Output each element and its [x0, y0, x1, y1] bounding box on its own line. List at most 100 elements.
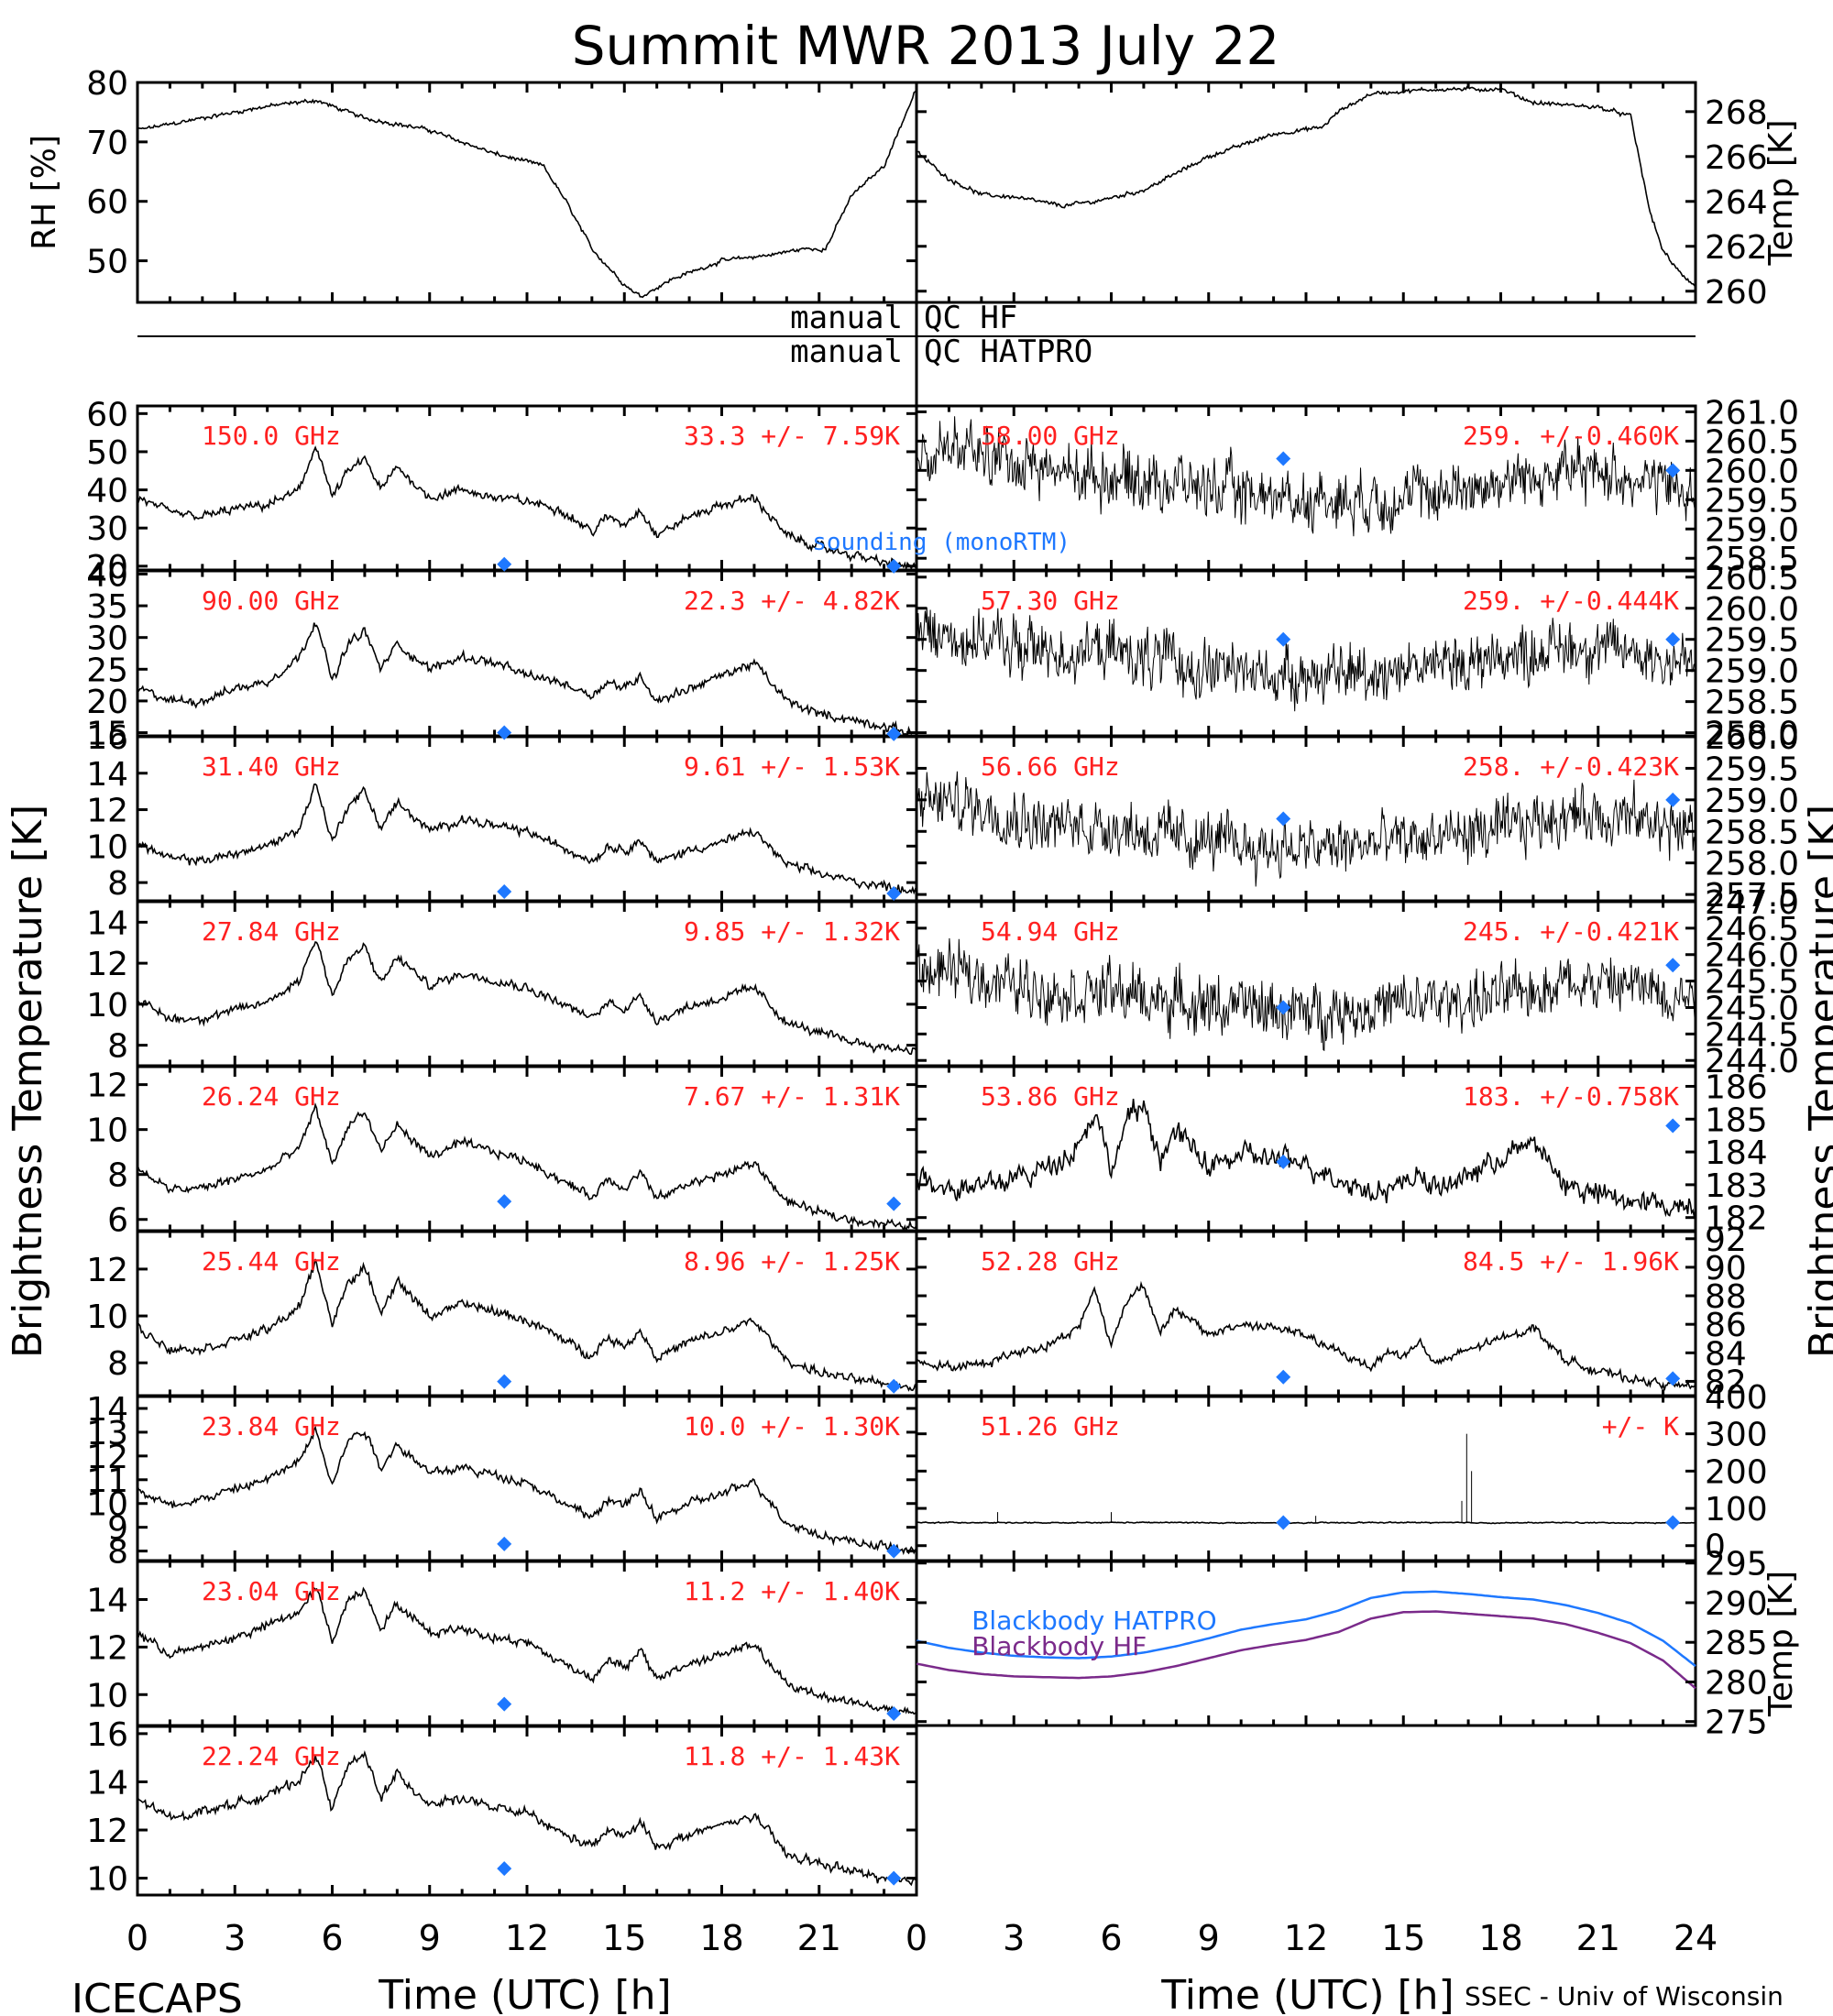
panel-9-ytick-label: 9: [107, 1510, 128, 1548]
panel-1-ylabel: RH [%]: [26, 135, 63, 250]
panel-17-stats-label: 84.5 +/- 1.96K: [1463, 1246, 1679, 1276]
panel-18-ytick-label: 100: [1705, 1491, 1768, 1528]
panel-2-frame: [915, 81, 1697, 304]
panel-12-ytick-label: 261.0: [1705, 394, 1799, 432]
panel-3-trace: [137, 445, 917, 570]
panel-7-ytick-label: 10: [86, 1112, 128, 1150]
panel-19-ytick-label: 280: [1705, 1664, 1768, 1702]
panel-18-ytick-label: 400: [1705, 1379, 1768, 1417]
qc-hf-left-label: manual: [790, 300, 903, 336]
panel-17-ytick-label: 92: [1705, 1222, 1747, 1259]
panel-3-ytick-label: 60: [86, 396, 128, 433]
panel-3-ytick-label: 50: [86, 434, 128, 472]
series-blackbody-hatpro-line: [916, 1590, 1696, 1668]
panel-12-ytick-label: 260.0: [1705, 453, 1799, 490]
panel-16-ytick-label: 184: [1705, 1134, 1768, 1172]
panel-12-frequency-label: 58.00 GHz: [981, 421, 1120, 451]
panel-17-ytick-label: 84: [1705, 1335, 1747, 1373]
panel-4-frequency-label: 90.00 GHz: [202, 586, 341, 616]
panel-7-ytick-label: 6: [107, 1202, 128, 1240]
panel-9-stats-label: 10.0 +/- 1.30K: [684, 1411, 900, 1441]
panel-13-ytick-label: 260.0: [1705, 591, 1799, 629]
sounding-marker: [1665, 1515, 1681, 1530]
panel-10-ytick-label: 12: [86, 1629, 128, 1667]
panel-15-stats-label: 245. +/-0.421K: [1463, 916, 1679, 947]
panel-14-ytick-label: 258.5: [1705, 814, 1799, 851]
panel-1-ytick-label: 80: [86, 65, 128, 103]
sounding-marker: [886, 558, 902, 574]
panel-13-stats-label: 259. +/-0.444K: [1463, 586, 1679, 616]
icecaps-footer: ICECAPS: [71, 1976, 243, 2016]
panel-17-trace: [916, 1280, 1696, 1391]
sounding-marker: [1276, 631, 1291, 647]
left-xtick-label: 6: [321, 1918, 343, 1958]
panel-8-stats-label: 8.96 +/- 1.25K: [684, 1246, 900, 1276]
sounding-marker: [886, 726, 902, 741]
panel-15-ytick-label: 245.0: [1705, 990, 1799, 1027]
sounding-marker: [1276, 1000, 1291, 1015]
sounding-marker: [1276, 451, 1291, 466]
sounding-legend-label: sounding (monoRTM): [812, 529, 1070, 556]
panel-9-trace: [137, 1425, 917, 1556]
panel-17-ytick-label: 88: [1705, 1278, 1747, 1316]
panel-4-trace: [137, 622, 917, 738]
panel-12-ytick-label: 258.5: [1705, 541, 1799, 578]
qc-hatpro-left-label: manual: [790, 334, 903, 370]
panel-9-ytick-label: 12: [86, 1439, 128, 1476]
panel-11-frequency-label: 22.24 GHz: [202, 1741, 341, 1771]
panel-7-ytick-label: 8: [107, 1157, 128, 1195]
panel-13-ytick-label: 259.5: [1705, 622, 1799, 660]
qc-hatpro-right-label: QC HATPRO: [924, 334, 1092, 370]
panel-3-ytick-label: 20: [86, 549, 128, 586]
sounding-marker: [886, 1870, 902, 1886]
panel-6-ytick-label: 14: [86, 904, 128, 942]
panel-5-ytick-label: 8: [107, 865, 128, 903]
left-xtick-label: 12: [505, 1918, 549, 1958]
panel-4-ytick-label: 30: [86, 620, 128, 658]
panel-5-ytick-label: 16: [86, 719, 128, 757]
panel-12-ytick-label: 259.0: [1705, 511, 1799, 549]
panel-4-ytick-label: 20: [86, 684, 128, 721]
panel-18-stats-label: +/- K: [1602, 1411, 1679, 1441]
panel-14-ytick-label: 258.0: [1705, 846, 1799, 883]
sounding-marker: [886, 1378, 902, 1394]
panel-16-stats-label: 183. +/-0.758K: [1463, 1081, 1679, 1112]
panel-10-ytick-label: 14: [86, 1583, 128, 1620]
panel-15-ytick-label: 246.0: [1705, 937, 1799, 975]
left-y-axis-label: Brightness Temperature [K]: [5, 805, 51, 1358]
panel-11-ytick-label: 16: [86, 1716, 128, 1754]
panel-5-ytick-label: 14: [86, 756, 128, 794]
panel-16-ytick-label: 182: [1705, 1200, 1768, 1238]
panel-8-trace: [137, 1258, 917, 1392]
panel-4-ytick-label: 25: [86, 652, 128, 689]
panel-6-ytick-label: 10: [86, 987, 128, 1024]
panel-17-ytick-label: 90: [1705, 1250, 1747, 1287]
panel-14-frequency-label: 56.66 GHz: [981, 751, 1120, 782]
panel-2-ytick-label: 266: [1705, 139, 1768, 177]
panel-6-frequency-label: 27.84 GHz: [202, 916, 341, 947]
sounding-marker: [886, 1543, 902, 1559]
panel-8-ytick-label: 12: [86, 1252, 128, 1289]
sounding-marker: [497, 884, 512, 900]
sounding-marker: [886, 1196, 902, 1211]
left-xtick-label: 0: [126, 1918, 148, 1958]
sounding-marker: [497, 556, 512, 572]
panel-16-ytick-label: 185: [1705, 1101, 1768, 1139]
sounding-marker: [1276, 1515, 1291, 1530]
panel-9-ytick-label: 10: [86, 1486, 128, 1524]
tick-marks: [136, 81, 1697, 1895]
panel-13-ytick-label: 258.5: [1705, 685, 1799, 722]
panel-12-trace: [916, 416, 1696, 537]
sounding-markers: [497, 451, 1681, 1886]
panel-1-trace: [137, 89, 917, 299]
panel-6-trace: [137, 940, 917, 1056]
panel-6-stats-label: 9.85 +/- 1.32K: [684, 916, 900, 947]
right-xtick-label: 18: [1478, 1918, 1522, 1958]
panel-12-ytick-label: 260.5: [1705, 423, 1799, 461]
sounding-marker: [1276, 1154, 1291, 1169]
sounding-marker: [1665, 1118, 1681, 1134]
panel-11-ytick-label: 14: [86, 1764, 128, 1802]
left-xtick-label: 21: [797, 1918, 841, 1958]
panel-16-ytick-label: 183: [1705, 1167, 1768, 1205]
